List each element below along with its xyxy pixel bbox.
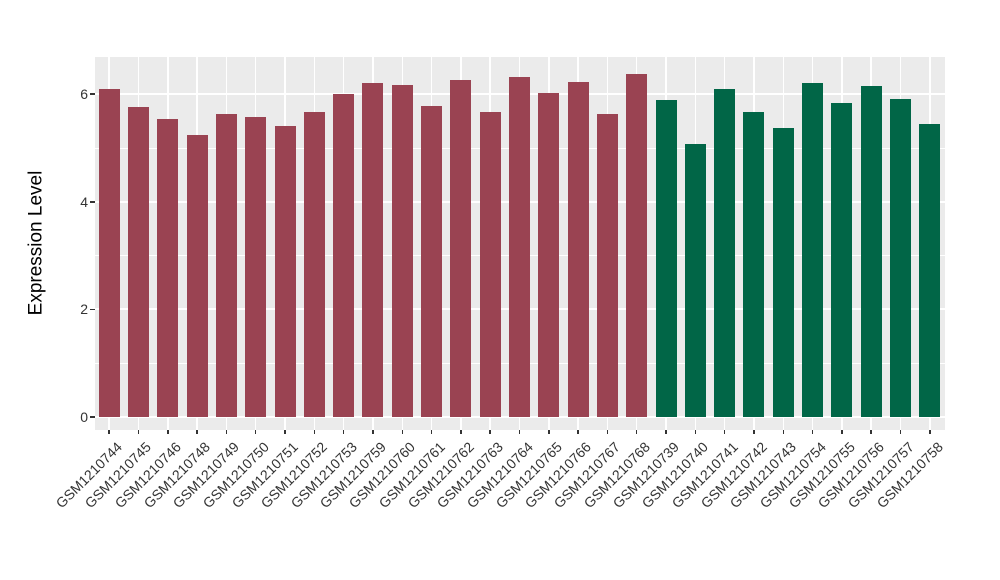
y-axis-tick-mark bbox=[90, 93, 95, 95]
bar bbox=[596, 114, 618, 417]
x-axis-tick-mark bbox=[694, 430, 697, 434]
bar bbox=[274, 126, 296, 417]
bar bbox=[450, 79, 472, 417]
x-axis-tick-mark bbox=[313, 430, 316, 434]
bar bbox=[655, 100, 677, 417]
x-axis-tick-mark bbox=[137, 430, 140, 434]
x-axis-tick-mark bbox=[167, 430, 169, 434]
x-axis-tick-mark bbox=[225, 430, 228, 434]
x-axis-tick-mark bbox=[196, 430, 198, 434]
x-axis-tick-mark bbox=[460, 430, 462, 434]
bar bbox=[391, 84, 413, 417]
y-axis-tick-mark bbox=[90, 416, 95, 418]
y-axis-tick-mark bbox=[90, 308, 95, 311]
x-axis-tick-mark bbox=[254, 430, 257, 434]
x-axis-tick-mark bbox=[372, 430, 374, 434]
bar bbox=[362, 82, 384, 417]
bar bbox=[714, 89, 736, 417]
x-axis-tick-mark bbox=[342, 430, 345, 434]
x-axis-tick-mark bbox=[811, 430, 814, 434]
x-axis-tick-mark bbox=[870, 430, 872, 434]
y-axis-tick-label: 0 bbox=[80, 409, 88, 425]
x-axis-tick-mark bbox=[518, 430, 521, 434]
y-axis-tick-mark bbox=[90, 201, 95, 203]
x-axis-tick-mark bbox=[489, 430, 491, 434]
bar bbox=[509, 76, 530, 417]
x-axis-tick-mark bbox=[782, 430, 785, 434]
y-axis-tick-label: 4 bbox=[80, 193, 88, 210]
y-axis-title: Expression Level bbox=[25, 170, 47, 316]
y-axis-tick-label: 2 bbox=[80, 301, 88, 318]
bar bbox=[860, 86, 882, 417]
bar bbox=[421, 106, 443, 417]
bar bbox=[479, 111, 501, 417]
bar bbox=[127, 107, 149, 417]
x-axis-tick-mark bbox=[108, 430, 110, 434]
bar bbox=[919, 124, 941, 417]
bar bbox=[802, 83, 824, 417]
x-axis-tick-mark bbox=[665, 430, 667, 434]
bar bbox=[333, 93, 355, 417]
bar bbox=[890, 98, 912, 417]
x-axis-tick-mark bbox=[753, 430, 755, 434]
bar bbox=[684, 143, 706, 417]
x-axis-tick-mark bbox=[401, 430, 403, 434]
x-axis-tick-mark bbox=[606, 430, 609, 434]
bar bbox=[186, 135, 208, 417]
bar bbox=[215, 113, 237, 417]
x-axis-tick-mark bbox=[284, 430, 286, 434]
bar bbox=[245, 116, 267, 417]
x-axis-tick-mark bbox=[577, 430, 579, 434]
bar bbox=[98, 89, 120, 417]
bar bbox=[626, 74, 648, 417]
x-axis-tick-mark bbox=[841, 430, 843, 434]
bar bbox=[831, 102, 853, 417]
bar bbox=[303, 111, 325, 417]
x-axis-tick-mark bbox=[723, 430, 726, 434]
y-axis-tick-label: 6 bbox=[80, 86, 88, 103]
x-axis-tick-mark bbox=[929, 430, 931, 434]
x-axis-tick-mark bbox=[635, 430, 638, 434]
bar bbox=[743, 111, 765, 417]
x-axis-tick-mark bbox=[548, 430, 550, 434]
bar bbox=[567, 82, 589, 417]
x-axis-tick-mark bbox=[899, 430, 902, 434]
bar bbox=[157, 119, 179, 417]
bar bbox=[772, 127, 794, 417]
x-axis-tick-mark bbox=[430, 430, 433, 434]
bar bbox=[538, 93, 560, 417]
plot-panel bbox=[94, 57, 945, 430]
